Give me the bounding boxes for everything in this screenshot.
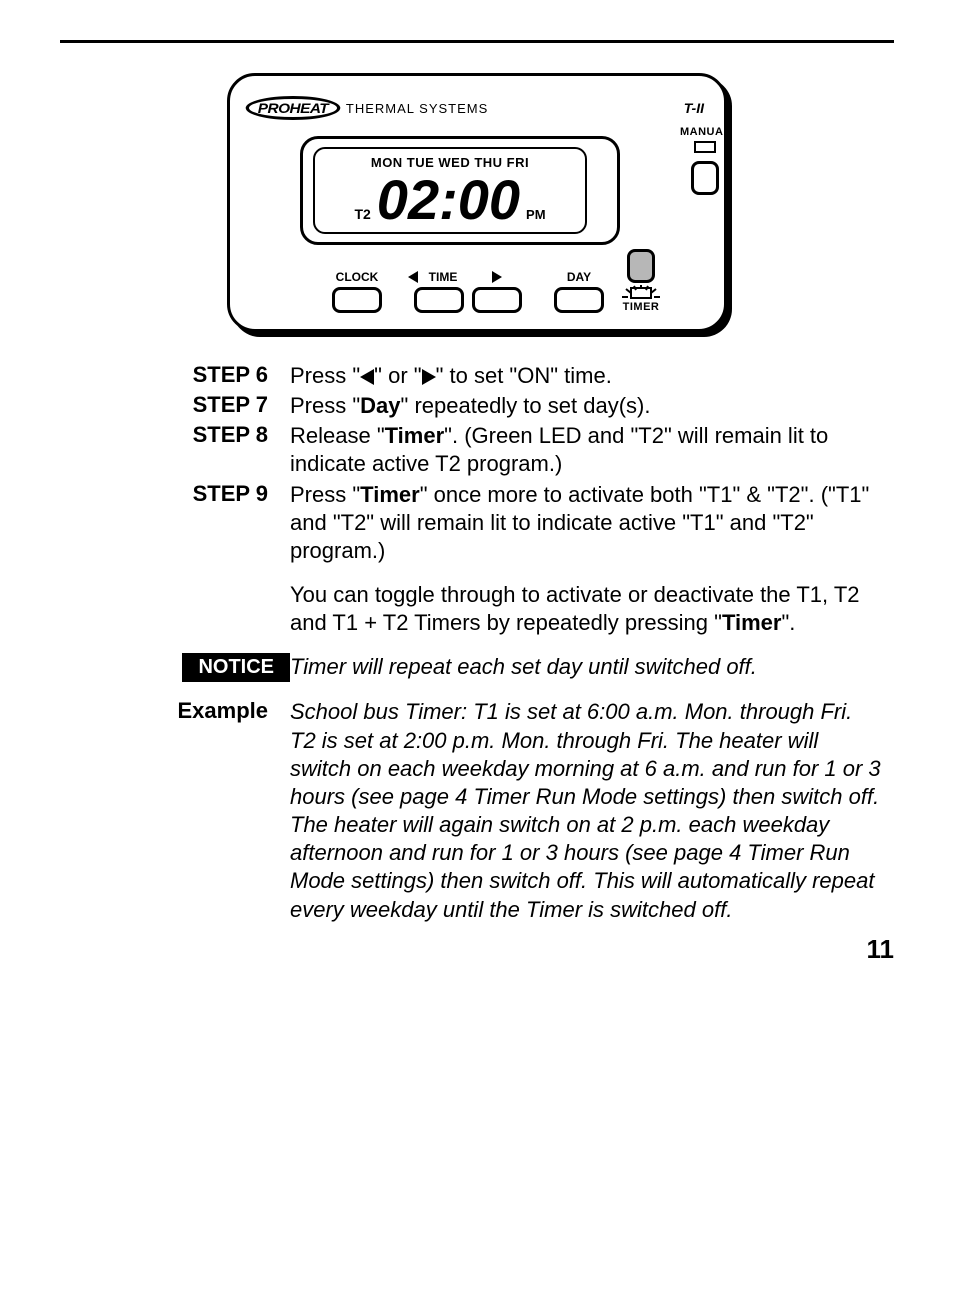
lcd-bezel: MON TUE WED THU FRI T2 02:00 PM: [300, 136, 620, 245]
horizontal-rule: [60, 40, 894, 43]
step6-label: STEP 6: [60, 362, 290, 390]
step8-label: STEP 8: [60, 422, 290, 478]
time-display: 02:00: [377, 172, 520, 228]
step9-label: STEP 9: [60, 481, 290, 565]
proheat-logo: PROHEAT: [246, 96, 341, 120]
clock-button[interactable]: [332, 287, 382, 313]
time-label: TIME: [429, 270, 458, 284]
thermal-systems-label: THERMAL SYSTEMS: [346, 101, 488, 116]
day-button[interactable]: [554, 287, 604, 313]
right-arrow-icon: [492, 271, 502, 283]
day-label: DAY: [554, 270, 604, 284]
step7-label: STEP 7: [60, 392, 290, 420]
step9-body: Press "Timer" once more to activate both…: [290, 481, 894, 565]
right-arrow-icon: [422, 369, 436, 385]
ampm-indicator: PM: [526, 207, 546, 222]
lcd-screen: MON TUE WED THU FRI T2 02:00 PM: [313, 147, 587, 234]
step6-body: Press "" or "" to set "ON" time.: [290, 362, 894, 390]
content-steps: STEP 6 Press "" or "" to set "ON" time. …: [60, 362, 894, 924]
model-label: T-II: [684, 100, 704, 116]
left-arrow-icon: [360, 369, 374, 385]
page-number: 11: [60, 934, 894, 965]
timer-button[interactable]: [627, 249, 655, 283]
step7-body: Press "Day" repeatedly to set day(s).: [290, 392, 894, 420]
manual-led: [694, 141, 716, 153]
step8-body: Release "Timer". (Green LED and "T2" wil…: [290, 422, 894, 478]
notice-label: NOTICE: [60, 653, 290, 682]
example-label: Example: [60, 698, 290, 923]
example-body: School bus Timer: T1 is set at 6:00 a.m.…: [290, 698, 894, 923]
time-right-button[interactable]: [472, 287, 522, 313]
program-indicator: T2: [354, 206, 370, 222]
left-arrow-icon: [408, 271, 418, 283]
clock-label: CLOCK: [332, 270, 382, 284]
device-panel: PROHEAT THERMAL SYSTEMS T-II MON TUE WED…: [227, 73, 727, 332]
manual-label: MANUAL: [680, 126, 730, 138]
toggle-body: You can toggle through to activate or de…: [290, 581, 894, 637]
device-illustration-wrap: PROHEAT THERMAL SYSTEMS T-II MON TUE WED…: [60, 73, 894, 332]
toggle-label: [60, 581, 290, 637]
notice-body: Timer will repeat each set day until swi…: [290, 653, 894, 682]
time-left-button[interactable]: [414, 287, 464, 313]
manual-button[interactable]: [691, 161, 719, 195]
